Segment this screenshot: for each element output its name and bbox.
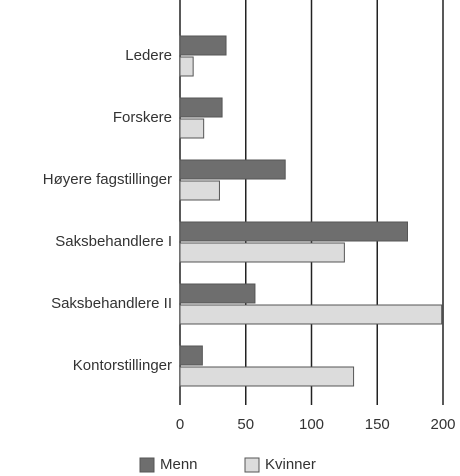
bar bbox=[179, 345, 203, 366]
bar bbox=[179, 242, 345, 263]
y-tick-label: Ledere bbox=[125, 47, 172, 64]
bar bbox=[179, 180, 220, 201]
bar bbox=[179, 221, 408, 242]
y-tick-label: Forskere bbox=[113, 109, 172, 126]
bar bbox=[179, 35, 227, 56]
x-tick-label: 50 bbox=[237, 416, 254, 433]
y-tick-label: Kontorstillinger bbox=[73, 357, 172, 374]
legend-swatch bbox=[244, 457, 260, 473]
y-tick-label: Saksbehandlere II bbox=[51, 295, 172, 312]
y-tick-label: Saksbehandlere I bbox=[55, 233, 172, 250]
legend-label: Menn bbox=[160, 456, 198, 473]
y-tick-label: Høyere fagstillinger bbox=[43, 171, 172, 188]
x-tick-label: 100 bbox=[299, 416, 324, 433]
bar bbox=[179, 97, 223, 118]
bar bbox=[179, 159, 286, 180]
bar bbox=[179, 366, 355, 387]
legend-label: Kvinner bbox=[265, 456, 316, 473]
x-tick-label: 200 bbox=[430, 416, 455, 433]
bar bbox=[179, 304, 443, 325]
bar bbox=[179, 118, 205, 139]
x-tick-label: 150 bbox=[365, 416, 390, 433]
x-tick-label: 0 bbox=[176, 416, 184, 433]
legend-swatch bbox=[139, 457, 155, 473]
bar bbox=[179, 56, 194, 77]
bar bbox=[179, 283, 256, 304]
